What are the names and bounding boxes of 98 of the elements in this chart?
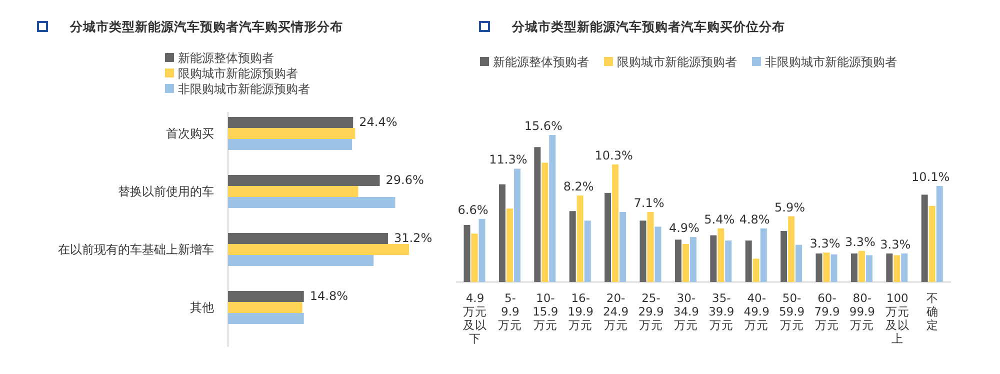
bar: [760, 228, 767, 282]
bar: [228, 302, 302, 313]
data-label: 6.6%: [458, 202, 488, 217]
x-tick-label: 5-9.9万元: [498, 291, 522, 332]
data-label: 3.3%: [844, 234, 876, 249]
bar: [640, 220, 646, 282]
chart-title: 分城市类型新能源汽车预购者汽车购买情形分布: [69, 19, 343, 34]
bar: [228, 255, 374, 266]
data-label: 24.4%: [359, 115, 398, 129]
data-label: 3.3%: [810, 236, 840, 251]
bar: [886, 253, 893, 282]
x-tick-label: 80-99.9万元: [849, 291, 876, 332]
data-label: 10.3%: [594, 148, 633, 162]
data-label: 11.3%: [489, 152, 528, 167]
bar: [549, 135, 556, 282]
bar: [830, 254, 838, 282]
bar: [647, 212, 654, 282]
x-tick-label: 60-79.9万元: [814, 291, 840, 332]
bar: [718, 228, 724, 282]
bar: [228, 117, 354, 128]
data-label: 10.1%: [912, 170, 950, 184]
data-label: 7.1%: [634, 196, 664, 210]
bar: [228, 313, 304, 324]
data-label: 14.8%: [310, 289, 348, 303]
bar: [620, 212, 626, 282]
bar: [228, 139, 352, 150]
bar: [858, 250, 865, 282]
bar: [894, 255, 900, 282]
data-label: 8.2%: [563, 180, 594, 194]
bar: [576, 196, 584, 282]
bar: [936, 186, 943, 282]
y-tick-label: 在以前现有的车基础上新增车: [58, 242, 214, 256]
legend-label: 非限购城市新能源预购者: [178, 82, 310, 96]
bar: [866, 255, 872, 282]
data-label: 31.2%: [394, 231, 432, 245]
x-tick-label: 100万元及以上: [885, 291, 910, 346]
bar: [228, 197, 396, 208]
bar: [928, 206, 936, 282]
data-label: 4.8%: [739, 212, 770, 226]
legend-label: 限购城市新能源预购者: [617, 55, 737, 69]
bar: [796, 244, 802, 282]
bar: [654, 226, 662, 282]
bar: [710, 235, 717, 282]
bar: [690, 237, 696, 282]
bar: [514, 168, 520, 282]
y-tick-label: 替换以前使用的车: [118, 184, 214, 198]
bar: [228, 244, 409, 255]
x-tick-label: 50-59.9万元: [778, 291, 805, 332]
chart-title: 分城市类型新能源汽车预购者汽车购买价位分布: [511, 19, 785, 34]
bar: [725, 240, 732, 282]
bar: [228, 233, 388, 244]
bar: [228, 291, 304, 302]
x-tick-label: 不确定: [926, 291, 939, 332]
data-label: 29.6%: [386, 173, 424, 187]
bar: [780, 230, 788, 282]
bar: [471, 234, 478, 282]
legend-label: 限购城市新能源预购者: [178, 66, 298, 80]
bar: [850, 253, 858, 282]
legend-label: 新能源整体预购者: [493, 55, 589, 69]
bar: [534, 147, 541, 282]
data-label: 5.9%: [774, 200, 806, 214]
bar: [816, 253, 822, 282]
y-tick-label: 首次购买: [166, 126, 214, 140]
bar: [921, 194, 928, 282]
bar: [752, 258, 760, 282]
bar: [506, 208, 513, 282]
legend-label: 非限购城市新能源预购者: [765, 55, 897, 69]
x-tick-label: 4.9万元及以下: [463, 291, 487, 346]
data-label: 3.3%: [880, 237, 911, 252]
x-tick-label: 25-29.9万元: [638, 291, 664, 332]
bar: [228, 175, 380, 186]
y-tick-label: 其他: [190, 300, 214, 314]
bar: [901, 253, 908, 282]
x-tick-label: 40-49.9万元: [744, 291, 770, 332]
bar: [498, 184, 506, 282]
bar: [542, 162, 548, 282]
bar: [569, 211, 576, 282]
bar: [604, 192, 612, 282]
data-label: 15.6%: [524, 119, 562, 133]
bar: [478, 218, 486, 282]
data-label: 5.4%: [704, 212, 735, 226]
data-label: 4.9%: [668, 221, 700, 236]
legend-label: 新能源整体预购者: [178, 51, 274, 65]
bar: [682, 244, 689, 282]
bar: [823, 252, 830, 282]
bar: [228, 186, 358, 197]
x-tick-label: 30-34.9万元: [673, 291, 700, 332]
bar: [788, 216, 795, 282]
bar: [228, 128, 356, 139]
bar: [584, 220, 591, 282]
bar: [745, 240, 752, 282]
x-tick-label: 35-39.9万元: [708, 291, 734, 332]
x-tick-label: 20-24.9万元: [602, 291, 629, 332]
bar: [674, 240, 682, 282]
x-tick-label: 10-15.9万元: [532, 291, 558, 332]
bar: [612, 164, 619, 282]
x-tick-label: 16-19.9万元: [568, 291, 594, 332]
bar: [464, 224, 470, 282]
